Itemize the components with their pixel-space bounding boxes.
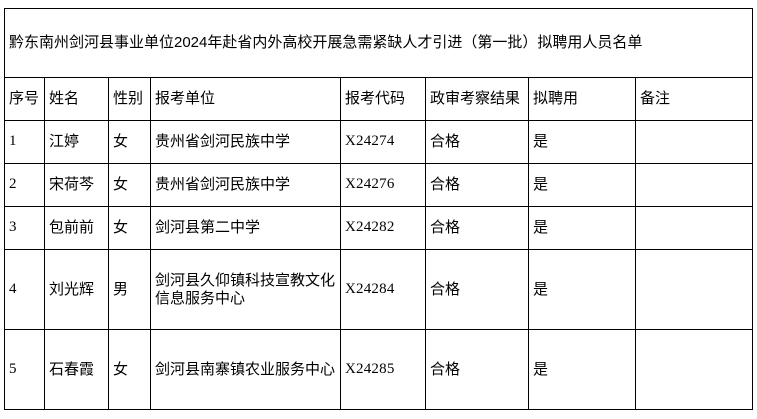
cell-code: X24276: [340, 163, 426, 207]
cell-index: 1: [4, 120, 45, 164]
cell-index: 4: [4, 249, 45, 330]
table-row: 3 包前前 女 剑河县第二中学 X24282 合格 是: [4, 206, 753, 250]
cell-name: 宋荷芩: [44, 163, 109, 207]
table-row: 5 石春霞 女 剑河县南寨镇农业服务中心 X24285 合格 是: [4, 329, 753, 410]
appointment-list-table: 黔东南州剑河县事业单位2024年赴省内外高校开展急需紧缺人才引进（第一批）拟聘用…: [4, 8, 753, 410]
cell-name: 江婷: [44, 120, 109, 164]
cell-gender: 女: [108, 329, 151, 410]
column-header-index: 序号: [4, 77, 45, 121]
column-header-code: 报考代码: [340, 77, 426, 121]
cell-unit: 剑河县久仰镇科技宣教文化信息服务中心: [150, 249, 341, 330]
cell-review: 合格: [425, 206, 529, 250]
cell-name: 石春霞: [44, 329, 109, 410]
cell-code: X24284: [340, 249, 426, 330]
cell-remark: [635, 120, 753, 164]
cell-gender: 女: [108, 120, 151, 164]
cell-review: 合格: [425, 120, 529, 164]
cell-review: 合格: [425, 249, 529, 330]
table-row: 4 刘光辉 男 剑河县久仰镇科技宣教文化信息服务中心 X24284 合格 是: [4, 249, 753, 330]
column-header-remark: 备注: [635, 77, 753, 121]
cell-code: X24282: [340, 206, 426, 250]
column-header-gender: 性别: [108, 77, 151, 121]
title-row: 黔东南州剑河县事业单位2024年赴省内外高校开展急需紧缺人才引进（第一批）拟聘用…: [4, 8, 753, 78]
table-row: 2 宋荷芩 女 贵州省剑河民族中学 X24276 合格 是: [4, 163, 753, 207]
column-header-unit: 报考单位: [150, 77, 341, 121]
document-title: 黔东南州剑河县事业单位2024年赴省内外高校开展急需紧缺人才引进（第一批）拟聘用…: [4, 8, 753, 78]
cell-gender: 男: [108, 249, 151, 330]
cell-hire: 是: [528, 249, 636, 330]
cell-gender: 女: [108, 206, 151, 250]
cell-unit: 剑河县南寨镇农业服务中心: [150, 329, 341, 410]
cell-unit: 贵州省剑河民族中学: [150, 120, 341, 164]
cell-hire: 是: [528, 120, 636, 164]
column-header-review: 政审考察结果: [425, 77, 529, 121]
cell-hire: 是: [528, 329, 636, 410]
cell-index: 2: [4, 163, 45, 207]
cell-remark: [635, 163, 753, 207]
cell-unit: 剑河县第二中学: [150, 206, 341, 250]
cell-review: 合格: [425, 329, 529, 410]
cell-remark: [635, 206, 753, 250]
cell-unit: 贵州省剑河民族中学: [150, 163, 341, 207]
cell-gender: 女: [108, 163, 151, 207]
cell-remark: [635, 329, 753, 410]
cell-code: X24285: [340, 329, 426, 410]
table-row: 1 江婷 女 贵州省剑河民族中学 X24274 合格 是: [4, 120, 753, 164]
cell-name: 刘光辉: [44, 249, 109, 330]
column-header-hire: 拟聘用: [528, 77, 636, 121]
cell-hire: 是: [528, 163, 636, 207]
table-header-row: 序号 姓名 性别 报考单位 报考代码 政审考察结果 拟聘用 备注: [4, 77, 753, 121]
cell-code: X24274: [340, 120, 426, 164]
column-header-name: 姓名: [44, 77, 109, 121]
cell-hire: 是: [528, 206, 636, 250]
cell-remark: [635, 249, 753, 330]
cell-review: 合格: [425, 163, 529, 207]
cell-index: 3: [4, 206, 45, 250]
cell-name: 包前前: [44, 206, 109, 250]
cell-index: 5: [4, 329, 45, 410]
